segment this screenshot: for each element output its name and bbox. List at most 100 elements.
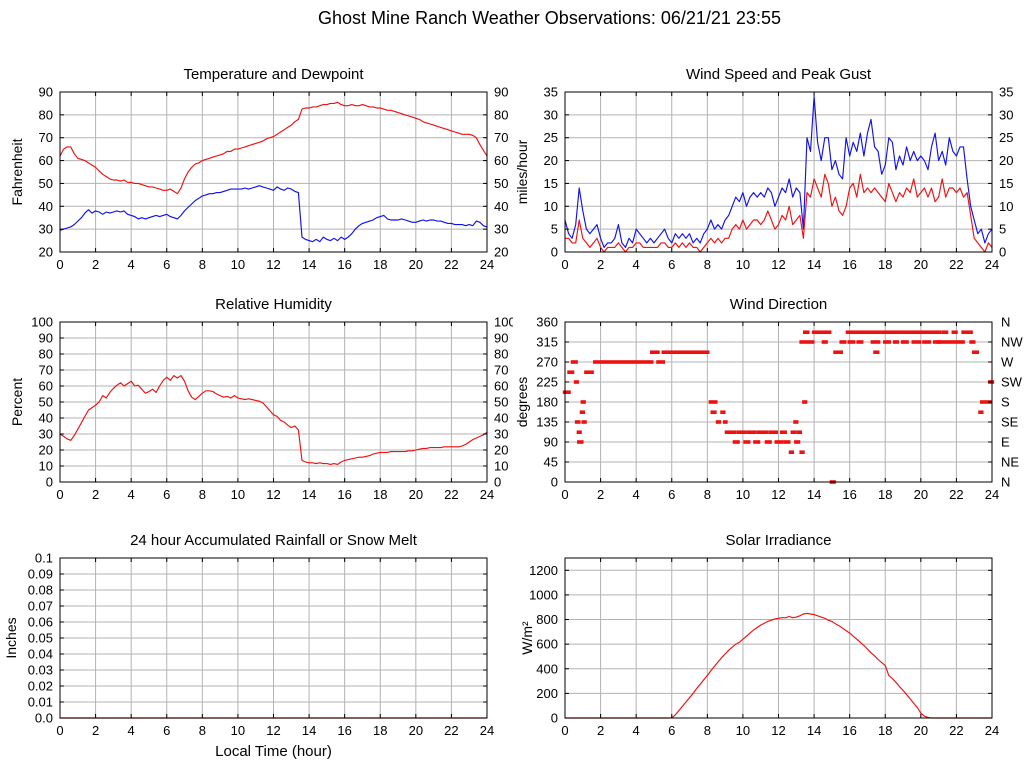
svg-text:6: 6 [163,257,170,272]
svg-text:10: 10 [231,257,245,272]
svg-text:0.03: 0.03 [28,663,53,678]
svg-text:degrees: degrees [514,377,530,428]
svg-text:8: 8 [199,723,206,738]
svg-text:20: 20 [494,443,508,458]
svg-text:14: 14 [302,257,316,272]
svg-text:360: 360 [536,315,558,330]
svg-text:8: 8 [704,257,711,272]
svg-text:20: 20 [409,257,423,272]
svg-text:0.06: 0.06 [28,615,53,630]
svg-text:6: 6 [163,487,170,502]
svg-text:18: 18 [878,257,892,272]
svg-text:70: 70 [494,130,508,145]
svg-text:50: 50 [494,176,508,191]
svg-text:20: 20 [39,245,53,260]
svg-text:80: 80 [39,107,53,122]
svg-text:30: 30 [544,107,558,122]
svg-text:18: 18 [878,723,892,738]
svg-text:NE: NE [1001,455,1019,470]
svg-text:12: 12 [771,257,785,272]
svg-text:0: 0 [551,245,558,260]
svg-text:40: 40 [494,199,508,214]
svg-text:5: 5 [999,222,1006,237]
svg-text:50: 50 [494,395,508,410]
svg-text:8: 8 [704,723,711,738]
svg-text:45: 45 [544,455,558,470]
svg-text:15: 15 [999,176,1013,191]
svg-text:20: 20 [914,723,928,738]
svg-text:22: 22 [949,487,963,502]
svg-text:30: 30 [39,222,53,237]
svg-text:E: E [1001,435,1010,450]
svg-text:0.0: 0.0 [35,711,53,726]
dewpoint-series [59,185,488,243]
svg-text:135: 135 [536,415,558,430]
svg-text:22: 22 [949,723,963,738]
svg-text:NW: NW [1001,335,1023,350]
svg-text:0: 0 [999,245,1006,260]
svg-text:60: 60 [39,379,53,394]
svg-text:180: 180 [536,395,558,410]
svg-text:60: 60 [39,153,53,168]
svg-text:6: 6 [668,257,675,272]
svg-text:Wind Direction: Wind Direction [730,296,828,313]
temperature-dewpoint-chart: 0 2 4 6 8 10 12 14 16 18 20 22 242030405060708090203… [9,66,508,272]
svg-text:0.02: 0.02 [28,679,53,694]
svg-text:2: 2 [597,723,604,738]
svg-text:8: 8 [199,487,206,502]
svg-text:Temperature and Dewpoint: Temperature and Dewpoint [183,66,364,83]
relative-humidity-series [59,375,488,465]
svg-text:2: 2 [92,723,99,738]
svg-text:14: 14 [302,723,316,738]
svg-text:24: 24 [985,723,999,738]
svg-text:20: 20 [494,245,508,260]
svg-text:30: 30 [494,222,508,237]
svg-text:10: 10 [736,257,750,272]
svg-text:6: 6 [668,487,675,502]
svg-text:90: 90 [39,331,53,346]
svg-text:16: 16 [337,257,351,272]
page-title: Ghost Mine Ranch Weather Observations: 0… [318,8,781,28]
svg-text:24 hour Accumulated Rainfall o: 24 hour Accumulated Rainfall or Snow Mel… [130,532,418,549]
svg-text:4: 4 [128,257,135,272]
svg-text:80: 80 [494,107,508,122]
svg-text:70: 70 [494,363,508,378]
svg-text:1200: 1200 [529,563,558,578]
svg-text:0: 0 [56,487,63,502]
svg-text:315: 315 [536,335,558,350]
svg-text:10: 10 [736,723,750,738]
svg-text:24: 24 [985,487,999,502]
svg-text:18: 18 [878,487,892,502]
svg-text:50: 50 [39,176,53,191]
svg-text:10: 10 [231,723,245,738]
svg-text:10: 10 [39,459,53,474]
svg-text:W/m²: W/m² [519,621,535,655]
svg-text:60: 60 [494,379,508,394]
svg-text:2: 2 [597,487,604,502]
temperature-series [59,101,488,195]
svg-text:22: 22 [444,723,458,738]
svg-text:18: 18 [373,257,387,272]
svg-text:14: 14 [807,257,821,272]
svg-text:1000: 1000 [529,587,558,602]
svg-text:50: 50 [39,395,53,410]
svg-text:4: 4 [633,723,640,738]
svg-text:0: 0 [46,475,53,490]
wind-direction-series [562,330,995,484]
svg-text:16: 16 [842,257,856,272]
svg-text:Inches: Inches [3,617,19,658]
svg-text:14: 14 [807,487,821,502]
svg-text:0: 0 [551,475,558,490]
svg-text:600: 600 [536,637,558,652]
svg-text:N: N [1001,475,1010,490]
solar-irradiance-chart: 0 2 4 6 8 10 12 14 16 18 20 22 240200400600800100012… [519,532,999,738]
svg-text:270: 270 [536,355,558,370]
svg-text:16: 16 [337,723,351,738]
svg-text:10: 10 [736,487,750,502]
svg-text:0.01: 0.01 [28,695,53,710]
svg-text:12: 12 [266,487,280,502]
svg-text:35: 35 [544,85,558,100]
svg-text:30: 30 [494,427,508,442]
svg-text:S: S [1001,395,1010,410]
svg-text:80: 80 [494,347,508,362]
